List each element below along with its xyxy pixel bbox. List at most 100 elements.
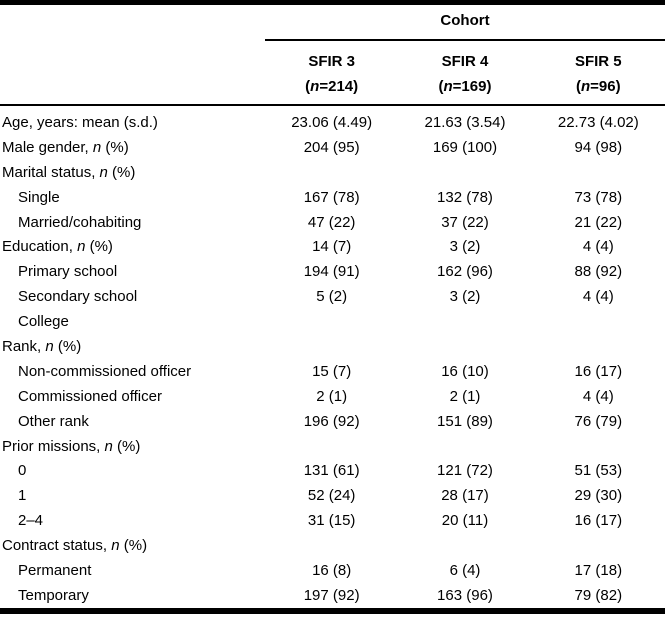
table-top-rule bbox=[0, 0, 665, 5]
value-cell: 3 (2) bbox=[449, 238, 481, 256]
value-cell: 16 (8) bbox=[312, 561, 352, 579]
table-row: 1 52 (24) 28 (17) 29 (30) bbox=[0, 483, 665, 508]
row-label: Permanent bbox=[18, 561, 92, 579]
value-cell: 76 (79) bbox=[574, 412, 623, 430]
value-cell: 15 (7) bbox=[312, 362, 352, 380]
value-cell: 16 (10) bbox=[441, 362, 489, 380]
value-cell: 29 (30) bbox=[574, 487, 623, 505]
italic-n: n bbox=[443, 78, 453, 95]
italic-n: n bbox=[104, 437, 113, 455]
value-cell: 20 (11) bbox=[441, 512, 489, 530]
value-cell: 6 (4) bbox=[449, 561, 481, 579]
value-cell: 3 (2) bbox=[449, 288, 481, 306]
header-spacer bbox=[0, 5, 265, 96]
header-body-rule bbox=[0, 104, 665, 106]
value-cell: 4 (4) bbox=[582, 238, 614, 256]
value-cell: 79 (82) bbox=[574, 586, 623, 604]
value-cell: 17 (18) bbox=[574, 561, 623, 579]
value-cell: 2 (1) bbox=[449, 387, 481, 405]
column-n-sfir3: (n=214) bbox=[305, 78, 359, 95]
group-header-label: Cohort bbox=[440, 12, 490, 29]
row-label: 0 bbox=[18, 462, 27, 480]
value-cell: 94 (98) bbox=[574, 138, 623, 156]
table-row: Prior missions, n (%) bbox=[0, 434, 665, 459]
row-label: Marital status, n (%) bbox=[2, 163, 136, 181]
table-row: Other rank 196 (92) 151 (89) 76 (79) bbox=[0, 409, 665, 434]
table-row: Primary school 194 (91) 162 (96) 88 (92) bbox=[0, 259, 665, 284]
value-cell: 73 (78) bbox=[574, 188, 623, 206]
value-cell: 22.73 (4.02) bbox=[557, 113, 639, 131]
column-sample-sizes-row: (n=214) (n=169) (n=96) bbox=[265, 78, 665, 96]
table-row: Commissioned officer 2 (1) 2 (1) 4 (4) bbox=[0, 384, 665, 409]
table-row: Single 167 (78) 132 (78) 73 (78) bbox=[0, 185, 665, 210]
column-names-row: SFIR 3 SFIR 4 SFIR 5 bbox=[265, 53, 665, 71]
value-cell: 4 (4) bbox=[582, 288, 614, 306]
row-label: Rank, n (%) bbox=[2, 337, 82, 355]
value-cell: 169 (100) bbox=[432, 138, 498, 156]
value-cell: 151 (89) bbox=[437, 412, 493, 430]
value-cell: 16 (17) bbox=[574, 512, 623, 530]
table-row: Contract status, n (%) bbox=[0, 533, 665, 558]
table-header: Cohort SFIR 3 SFIR 4 SFIR 5 (n=214) (n=1… bbox=[0, 5, 665, 96]
italic-n: n bbox=[581, 78, 591, 95]
italic-n: n bbox=[45, 337, 54, 355]
table-row: College bbox=[0, 309, 665, 334]
column-n-sfir5: (n=96) bbox=[576, 78, 621, 95]
value-cell: 5 (2) bbox=[316, 288, 348, 306]
row-label: Temporary bbox=[18, 586, 89, 604]
row-label: Male gender, n (%) bbox=[2, 138, 129, 156]
row-label: Primary school bbox=[18, 263, 118, 281]
value-cell: 121 (72) bbox=[437, 462, 493, 480]
cohort-table: Cohort SFIR 3 SFIR 4 SFIR 5 (n=214) (n=1… bbox=[0, 5, 665, 614]
table-row: Permanent 16 (8) 6 (4) 17 (18) bbox=[0, 558, 665, 583]
row-label: College bbox=[18, 313, 69, 331]
row-label: 1 bbox=[18, 487, 27, 505]
header-cohort-group: Cohort SFIR 3 SFIR 4 SFIR 5 (n=214) (n=1… bbox=[265, 5, 665, 96]
value-cell: 52 (24) bbox=[307, 487, 356, 505]
value-cell: 14 (7) bbox=[312, 238, 352, 256]
value-cell: 132 (78) bbox=[437, 188, 493, 206]
table-row: Temporary 197 (92) 163 (96) 79 (82) bbox=[0, 583, 665, 608]
row-label: Prior missions, n (%) bbox=[2, 437, 141, 455]
group-header-cohort: Cohort bbox=[265, 12, 665, 41]
row-label: Contract status, n (%) bbox=[2, 537, 148, 555]
value-cell: 88 (92) bbox=[574, 263, 623, 281]
table-bottom-rule bbox=[0, 607, 665, 614]
row-label: Single bbox=[18, 188, 60, 206]
table-row: Rank, n (%) bbox=[0, 334, 665, 359]
value-cell: 31 (15) bbox=[307, 512, 356, 530]
row-label: Education, n (%) bbox=[2, 238, 113, 256]
italic-n: n bbox=[92, 138, 102, 156]
value-cell: 196 (92) bbox=[303, 412, 360, 430]
table-row: Non-commissioned officer 15 (7) 16 (10) 16 … bbox=[0, 359, 665, 384]
row-label: Age, years: mean (s.d.) bbox=[2, 113, 158, 131]
column-header-sfir4: SFIR 4 bbox=[441, 53, 489, 70]
value-cell: 197 (92) bbox=[303, 586, 360, 604]
table-row: 0 131 (61) 121 (72) 51 (53) bbox=[0, 458, 665, 483]
column-header-sfir5: SFIR 5 bbox=[574, 53, 622, 70]
value-cell: 4 (4) bbox=[582, 387, 614, 405]
value-cell: 167 (78) bbox=[303, 188, 360, 206]
table-row: Education, n (%) 14 (7) 3 (2) 4 (4) bbox=[0, 234, 665, 259]
table-body: Age, years: mean (s.d.) 23.06 (4.49) 21.63… bbox=[0, 106, 665, 608]
row-label: Married/cohabiting bbox=[18, 213, 142, 231]
value-cell: 23.06 (4.49) bbox=[291, 113, 373, 131]
value-cell: 163 (96) bbox=[437, 586, 493, 604]
column-header-sfir3: SFIR 3 bbox=[308, 53, 355, 70]
italic-n: n bbox=[111, 537, 120, 555]
value-cell: 21.63 (3.54) bbox=[424, 113, 506, 131]
value-cell: 28 (17) bbox=[441, 487, 489, 505]
row-label: Secondary school bbox=[18, 288, 138, 306]
value-cell: 204 (95) bbox=[303, 138, 360, 156]
table-row: 2–4 31 (15) 20 (11) 16 (17) bbox=[0, 508, 665, 533]
italic-n: n bbox=[77, 238, 86, 256]
value-cell: 47 (22) bbox=[307, 213, 356, 231]
value-cell: 2 (1) bbox=[316, 387, 348, 405]
value-cell: 21 (22) bbox=[574, 213, 623, 231]
row-label: Other rank bbox=[18, 412, 89, 430]
table-row: Marital status, n (%) bbox=[0, 160, 665, 185]
row-label: Commissioned officer bbox=[18, 387, 162, 405]
value-cell: 37 (22) bbox=[441, 213, 489, 231]
column-n-sfir4: (n=169) bbox=[438, 78, 492, 95]
